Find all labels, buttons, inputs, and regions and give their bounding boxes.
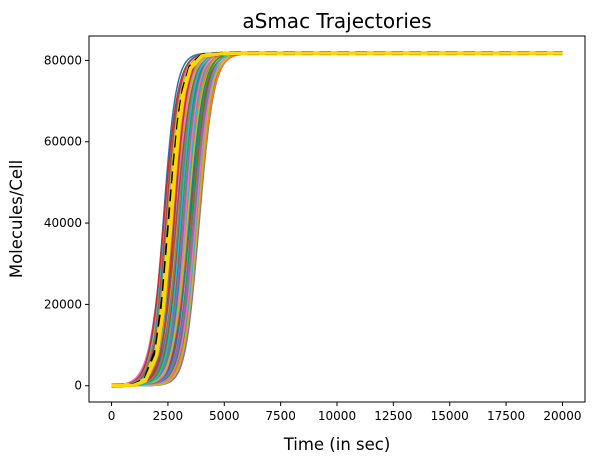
x-tick-label: 0: [108, 409, 116, 423]
y-tick-label: 40000: [44, 216, 82, 230]
plot-area: [111, 51, 563, 388]
x-axis-label: Time (in sec): [283, 435, 391, 454]
x-tick-label: 2500: [153, 409, 184, 423]
x-tick-label: 15000: [431, 409, 469, 423]
x-tick-label: 17500: [487, 409, 525, 423]
chart-title: aSmac Trajectories: [242, 9, 431, 33]
y-axis-label: Molecules/Cell: [7, 160, 26, 278]
x-tick-label: 7500: [265, 409, 296, 423]
y-tick-label: 60000: [44, 135, 82, 149]
axis-ticks: 0 2500 5000 7500 10000 12500 15000 17500 20000 0 2…: [44, 53, 582, 423]
y-tick-label: 0: [74, 379, 82, 393]
plot-frame: [88, 35, 586, 403]
x-tick-label: 20000: [543, 409, 581, 423]
x-tick-label: 12500: [374, 409, 412, 423]
y-tick-label: 80000: [44, 53, 82, 67]
x-tick-label: 5000: [209, 409, 240, 423]
x-tick-label: 10000: [318, 409, 356, 423]
y-tick-label: 20000: [44, 297, 82, 311]
